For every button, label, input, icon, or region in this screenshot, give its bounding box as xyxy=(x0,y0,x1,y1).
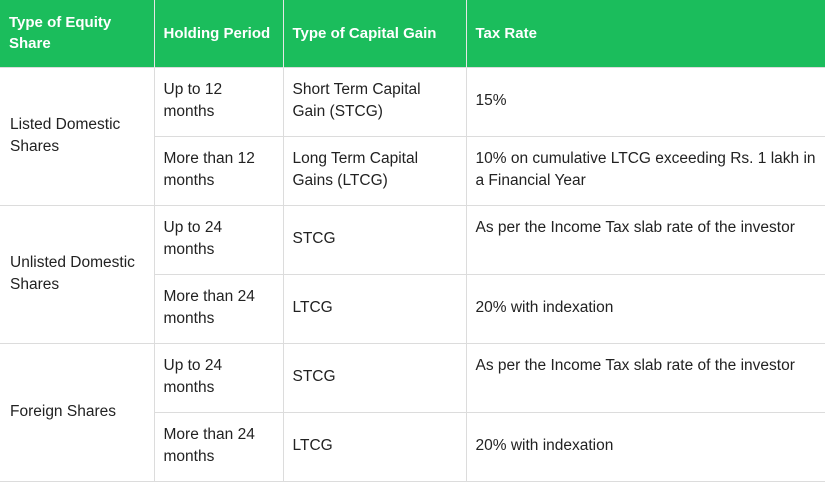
equity-type-cell: Foreign Shares xyxy=(0,342,155,482)
holding-period-cell: Up to 12 months xyxy=(153,66,284,137)
gain-type-cell: LTCG xyxy=(282,411,467,482)
table-row: More than 24 months LTCG 20% with indexa… xyxy=(0,273,825,344)
table-body: Listed Domestic Shares Up to 12 months S… xyxy=(0,66,825,482)
table-row: Foreign Shares Up to 24 months STCG As p… xyxy=(0,342,825,482)
tax-rate-cell: 10% on cumulative LTCG exceeding Rs. 1 l… xyxy=(465,135,825,206)
table-row: More than 12 months Long Term Capital Ga… xyxy=(0,135,825,206)
tax-rate-cell: 15% xyxy=(465,66,825,137)
equity-type-cell: Unlisted Domestic Shares xyxy=(0,204,155,344)
holding-period-cell: More than 24 months xyxy=(154,273,284,344)
tax-rate-cell: As per the Income Tax slab rate of the i… xyxy=(465,204,825,275)
holding-period-cell: More than 12 months xyxy=(154,135,284,206)
tax-rate-cell: 20% with indexation xyxy=(465,411,825,482)
header-equity-type: Type of Equity Share xyxy=(0,0,155,67)
tax-rate-cell: 20% with indexation xyxy=(465,273,825,344)
gain-type-cell: Long Term Capital Gains (LTCG) xyxy=(282,135,467,206)
gain-type-cell: STCG xyxy=(282,342,467,413)
gain-type-cell: LTCG xyxy=(282,273,467,344)
holding-period-cell: Up to 24 months xyxy=(153,204,284,275)
header-tax-rate: Tax Rate xyxy=(466,0,825,67)
header-holding-period: Holding Period xyxy=(154,0,284,67)
equity-type-cell: Listed Domestic Shares xyxy=(0,66,155,206)
table-header: Type of Equity Share Holding Period Type… xyxy=(0,0,825,67)
gain-type-cell: STCG xyxy=(282,204,467,275)
table-row: Listed Domestic Shares Up to 12 months S… xyxy=(0,66,825,206)
holding-period-cell: Up to 24 months xyxy=(153,342,284,413)
tax-rate-cell: As per the Income Tax slab rate of the i… xyxy=(465,342,825,413)
table-row: More than 24 months LTCG 20% with indexa… xyxy=(0,411,825,482)
holding-period-cell: More than 24 months xyxy=(154,411,284,482)
header-row: Type of Equity Share Holding Period Type… xyxy=(0,0,825,67)
gain-type-cell: Short Term Capital Gain (STCG) xyxy=(282,66,467,137)
table-row: Unlisted Domestic Shares Up to 24 months… xyxy=(0,204,825,344)
header-capital-gain-type: Type of Capital Gain xyxy=(283,0,467,67)
